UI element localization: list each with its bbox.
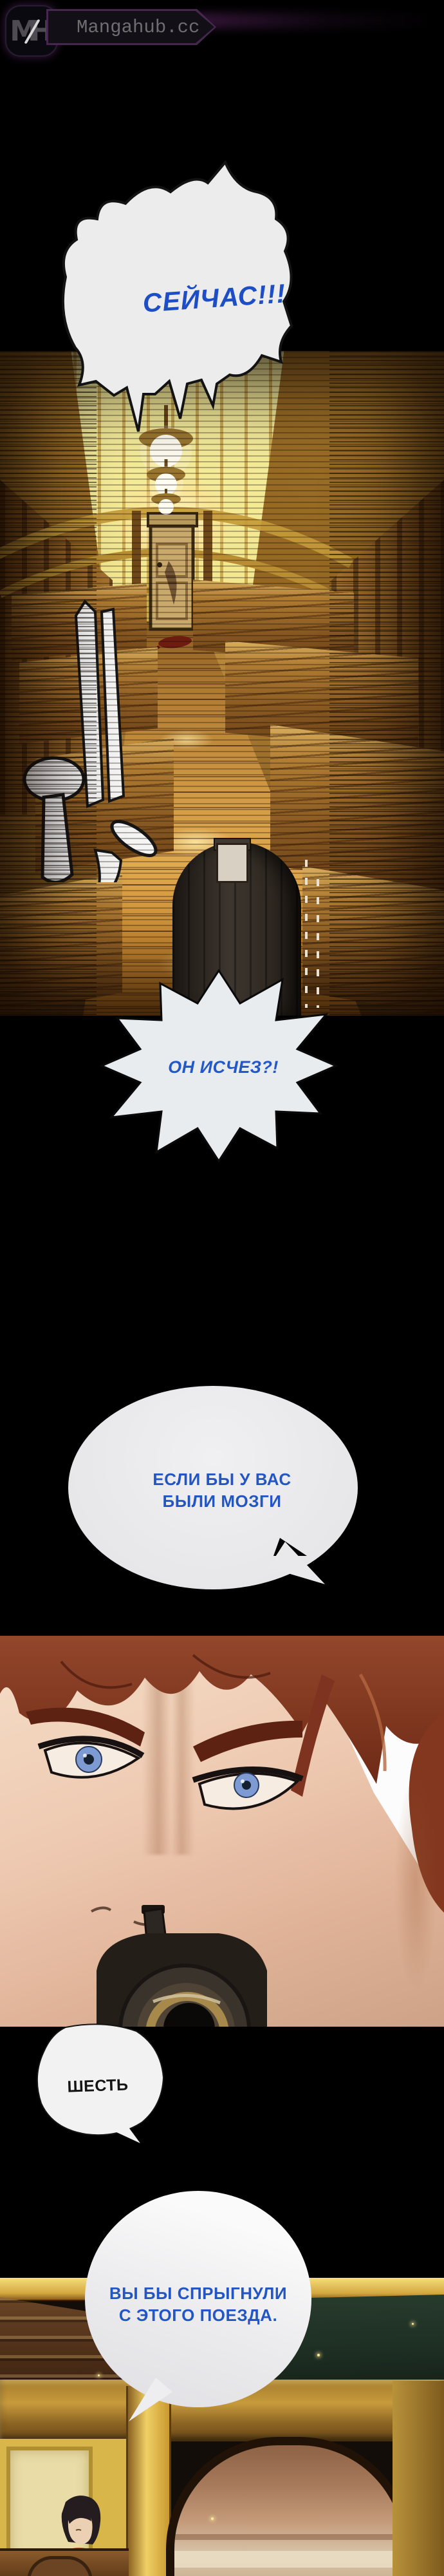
bubble-tail-jump-off xyxy=(129,2378,172,2421)
sparkle-dot xyxy=(98,2374,100,2376)
burst-bubble-he-disappeared xyxy=(100,969,338,1162)
sparkle-dot xyxy=(317,2354,320,2356)
bubble-text-line: БЫЛИ МОЗГИ xyxy=(162,1492,282,1511)
motion-dash-line-2 xyxy=(317,879,319,1008)
speech-bubble-jump-off xyxy=(85,2191,311,2407)
arch-band xyxy=(174,2534,403,2541)
bubble-text-line: ЕСЛИ БЫ У ВАС xyxy=(153,1470,291,1489)
saloon-bench xyxy=(0,2548,129,2576)
bubble-text-six: ШЕСТЬ xyxy=(67,2076,129,2096)
saloon-right-wall xyxy=(393,2381,444,2576)
train-bench-right-2 xyxy=(225,641,418,750)
bubble-text-line: ВЫ БЫ СПРЫГНУЛИ xyxy=(109,2284,288,2303)
speech-bubble-if-you-had-brains xyxy=(68,1386,358,1589)
site-name: Mangahub.cc xyxy=(77,16,200,38)
site-name-banner[interactable]: Mangahub.cc xyxy=(46,9,216,45)
train-bench-left-4 xyxy=(0,873,122,1016)
bubble-tail-if-you-had-brains xyxy=(268,1538,325,1584)
bubble-text-line: С ЭТОГО ПОЕЗДА. xyxy=(118,2306,278,2325)
sfx-glyph xyxy=(23,599,158,882)
site-header: MH Mangahub.cc xyxy=(0,0,444,61)
silhouette-clasp xyxy=(216,843,248,883)
arch-band-light xyxy=(174,2551,403,2568)
bench-arch-motif xyxy=(27,2556,93,2576)
sparkle-dot xyxy=(211,2517,214,2520)
train-bench-right-4 xyxy=(302,866,444,1016)
panel-train-interior xyxy=(0,351,444,1016)
speed-lines-right xyxy=(329,351,444,1016)
speech-bubble-now xyxy=(61,160,293,432)
saloon-arched-doorway xyxy=(166,2437,412,2576)
bubble-text-jump-off: ВЫ БЫ СПРЫГНУЛИ С ЭТОГО ПОЕЗДА. xyxy=(102,2282,295,2326)
face-side-shadow xyxy=(302,1739,444,2027)
motion-dash-line-1 xyxy=(305,860,308,1008)
train-bench-right-3 xyxy=(270,724,444,892)
speech-bubble-six xyxy=(36,2023,174,2146)
face-art xyxy=(0,1636,444,2027)
bubble-text-he-disappeared: ОН ИСЧЕЗ?! xyxy=(168,1057,279,1077)
speed-lines-left xyxy=(0,351,97,1016)
bubble-text-if-you-had-brains: ЕСЛИ БЫ У ВАС БЫЛИ МОЗГИ xyxy=(125,1468,319,1512)
header-glow-streak xyxy=(193,13,438,28)
sparkle-dot xyxy=(412,2323,414,2325)
panel-face-closeup xyxy=(0,1636,444,2027)
